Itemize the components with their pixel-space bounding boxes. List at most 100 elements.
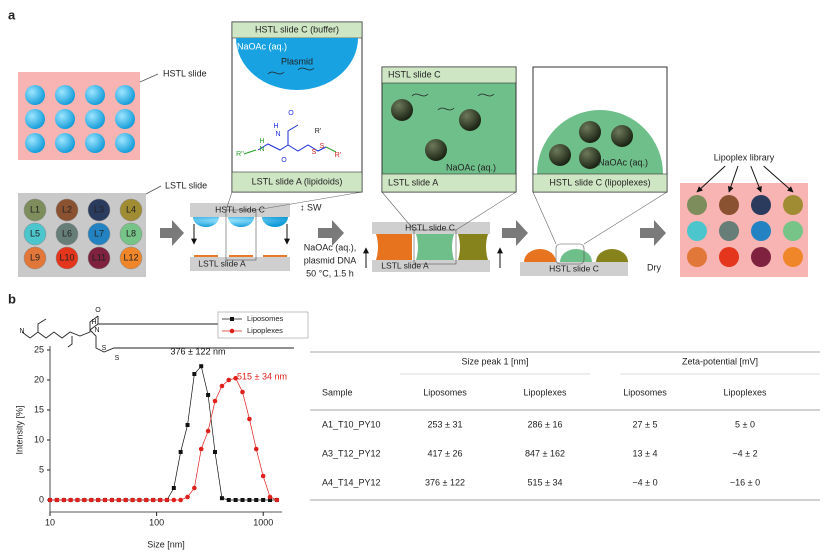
marker — [178, 497, 183, 503]
table-cell: 5 ± 0 — [735, 419, 755, 429]
marker — [164, 497, 170, 503]
marker — [205, 428, 211, 434]
hstl-spot — [25, 85, 45, 105]
y-tick-label: 0 — [39, 494, 44, 504]
plasmid — [267, 67, 315, 75]
well — [55, 246, 79, 270]
marker — [185, 494, 190, 500]
process-arrow — [318, 220, 344, 246]
hstl-spot — [115, 85, 135, 105]
library-well — [687, 247, 707, 267]
leader — [139, 73, 159, 83]
marker — [198, 446, 204, 452]
hstl-spot — [55, 85, 75, 105]
library-well — [687, 221, 707, 241]
well-label: L3 — [94, 204, 104, 214]
marker — [123, 497, 129, 503]
shape — [549, 144, 571, 166]
label: HSTL slide C (buffer) — [255, 24, 339, 34]
well — [119, 222, 143, 246]
annotation: 515 ± 34 nm — [237, 371, 287, 381]
marker — [247, 416, 252, 422]
library-well — [751, 247, 771, 267]
label: NaOAc (aq.) — [598, 157, 648, 167]
column-header: Liposomes — [623, 387, 667, 397]
legend-marker — [229, 328, 235, 334]
library-well — [687, 195, 707, 215]
well — [87, 222, 111, 246]
arrow — [727, 165, 739, 193]
hstl-spot — [55, 133, 75, 153]
well-label: L2 — [62, 204, 72, 214]
table-cell: 286 ± 16 — [528, 419, 563, 429]
table-header: Size peak 1 [nm] — [461, 356, 528, 366]
label: Lipoplex library — [714, 152, 775, 162]
library-well — [751, 195, 771, 215]
zoom-frame — [225, 209, 257, 261]
lipoplexes — [391, 99, 481, 161]
chem-bond — [243, 146, 337, 155]
marker — [68, 497, 73, 503]
plasmid — [411, 93, 495, 111]
table-cell: −4 ± 2 — [732, 448, 757, 458]
marker — [253, 446, 259, 452]
chem-label: R'' — [236, 151, 244, 158]
marker — [240, 389, 245, 395]
panel-label: a — [8, 7, 16, 22]
hstl-spot — [115, 109, 135, 129]
chem-label: S — [312, 149, 317, 156]
chem-label: S — [102, 345, 107, 352]
library-well — [783, 195, 803, 215]
library-well — [719, 221, 739, 241]
droplet — [236, 38, 358, 90]
legend-label: Liposomes — [247, 314, 284, 323]
chem-label: H — [273, 123, 278, 130]
annotation: 376 ± 122 nm — [171, 346, 226, 356]
hstl-spot — [25, 109, 45, 129]
chem-label: S — [320, 143, 325, 150]
x-tick-label: 10 — [45, 517, 55, 527]
marker — [240, 498, 245, 502]
slide — [381, 66, 517, 84]
marker — [274, 497, 280, 503]
arrow — [696, 165, 726, 193]
shape — [579, 121, 601, 143]
zoom-frame — [413, 229, 457, 265]
slide — [190, 257, 290, 271]
table-cell: A3_T12_PY12 — [322, 448, 381, 458]
marker — [212, 398, 218, 404]
chem-bond — [257, 124, 327, 152]
chem-label: S — [115, 355, 120, 362]
marker — [75, 497, 80, 503]
dome — [596, 249, 628, 262]
marker — [130, 497, 135, 503]
table-cell: A1_T10_PY10 — [322, 419, 381, 429]
label: HSTL slide C (lipoplexes) — [549, 177, 650, 187]
library-well — [783, 247, 803, 267]
marker — [150, 497, 156, 503]
dome — [524, 249, 556, 262]
label: HSTL slide C — [215, 204, 265, 214]
legend — [217, 311, 309, 339]
marker — [171, 497, 177, 503]
well-label: L7 — [94, 228, 104, 238]
well-label: L12 — [123, 252, 138, 262]
marker — [185, 423, 190, 427]
well-label: L4 — [126, 204, 136, 214]
slide — [372, 222, 490, 234]
well-label: L11 — [92, 252, 106, 262]
marker — [143, 497, 149, 503]
marker — [116, 497, 122, 503]
chem-label: R' — [335, 152, 341, 159]
marker — [219, 383, 225, 389]
label: LSTL slide A — [388, 177, 438, 187]
y-tick-label: 15 — [34, 404, 44, 414]
well-label: L1 — [30, 204, 40, 214]
table-header: Zeta-potential [mV] — [682, 356, 758, 366]
marker — [109, 497, 115, 503]
label: LSTL slide — [165, 180, 207, 190]
zoom-frame — [555, 243, 585, 265]
marker — [157, 497, 163, 503]
column-header: Lipoplexes — [523, 387, 567, 397]
chem-label: N — [275, 131, 280, 138]
